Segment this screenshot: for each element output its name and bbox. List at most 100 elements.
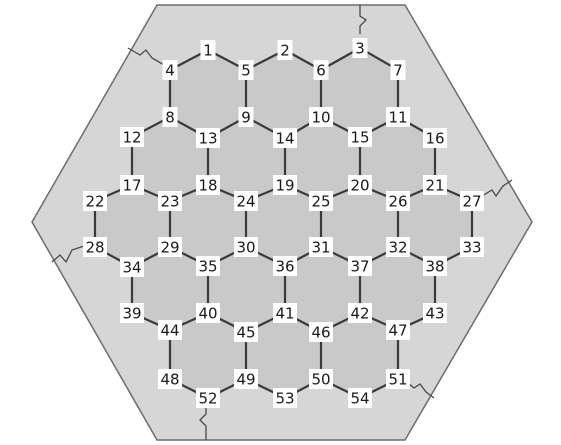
node-background xyxy=(348,303,372,323)
node-label: 35 xyxy=(198,258,217,276)
node-background xyxy=(238,107,254,127)
node-label: 39 xyxy=(122,305,141,323)
node-label: 9 xyxy=(241,109,251,127)
node-background xyxy=(120,257,144,277)
node-label: 29 xyxy=(160,239,179,257)
node-background xyxy=(196,388,220,408)
node-background xyxy=(352,38,368,58)
node-label: 16 xyxy=(425,130,444,148)
node-45: 45 xyxy=(234,322,258,342)
node-label: 33 xyxy=(462,239,481,257)
node-label: 26 xyxy=(388,193,407,211)
node-label: 52 xyxy=(198,390,217,408)
node-12: 12 xyxy=(120,127,144,147)
node-49: 49 xyxy=(234,369,258,389)
node-label: 17 xyxy=(122,177,141,195)
node-label: 1 xyxy=(203,42,213,60)
node-label: 18 xyxy=(198,177,217,195)
node-label: 22 xyxy=(85,193,104,211)
node-27: 27 xyxy=(460,191,484,211)
node-label: 27 xyxy=(462,193,481,211)
node-21: 21 xyxy=(423,175,447,195)
node-label: 6 xyxy=(316,62,326,80)
node-background xyxy=(196,175,220,195)
node-background xyxy=(238,60,254,80)
node-label: 5 xyxy=(241,62,251,80)
node-43: 43 xyxy=(423,303,447,323)
node-background xyxy=(348,127,372,147)
node-10: 10 xyxy=(309,107,333,127)
node-background xyxy=(162,60,178,80)
node-1: 1 xyxy=(200,40,216,60)
node-16: 16 xyxy=(423,128,447,148)
node-15: 15 xyxy=(348,127,372,147)
node-35: 35 xyxy=(196,256,220,276)
seam-bottom xyxy=(199,400,207,440)
node-label: 45 xyxy=(236,324,255,342)
node-background xyxy=(273,303,297,323)
node-background xyxy=(273,388,297,408)
node-54: 54 xyxy=(348,388,372,408)
node-17: 17 xyxy=(120,175,144,195)
node-42: 42 xyxy=(348,303,372,323)
node-8: 8 xyxy=(162,107,178,127)
node-background xyxy=(309,237,333,257)
node-label: 8 xyxy=(165,109,175,127)
node-background xyxy=(460,237,484,257)
node-label: 21 xyxy=(425,177,444,195)
node-background xyxy=(386,320,410,340)
node-label: 32 xyxy=(388,239,407,257)
node-label: 50 xyxy=(311,371,330,389)
node-23: 23 xyxy=(158,191,182,211)
node-44: 44 xyxy=(158,320,182,340)
node-30: 30 xyxy=(234,237,258,257)
node-background xyxy=(158,369,182,389)
node-29: 29 xyxy=(158,237,182,257)
node-background xyxy=(196,256,220,276)
node-label: 44 xyxy=(160,322,179,340)
node-label: 3 xyxy=(355,40,365,58)
node-background xyxy=(273,128,297,148)
node-label: 46 xyxy=(311,324,330,342)
node-background xyxy=(234,322,258,342)
node-background xyxy=(83,191,107,211)
node-40: 40 xyxy=(196,303,220,323)
node-53: 53 xyxy=(273,388,297,408)
node-2: 2 xyxy=(277,40,293,60)
node-26: 26 xyxy=(386,191,410,211)
node-48: 48 xyxy=(158,369,182,389)
node-background xyxy=(386,237,410,257)
node-label: 41 xyxy=(275,305,294,323)
node-label: 20 xyxy=(350,177,369,195)
node-52: 52 xyxy=(196,388,220,408)
hex-cells xyxy=(94,47,473,399)
node-label: 42 xyxy=(350,305,369,323)
node-label: 47 xyxy=(388,322,407,340)
node-label: 49 xyxy=(236,371,255,389)
node-28: 28 xyxy=(83,237,107,257)
node-46: 46 xyxy=(309,322,333,342)
node-background xyxy=(196,128,220,148)
node-label: 37 xyxy=(350,258,369,276)
node-background xyxy=(386,369,410,389)
seam-right xyxy=(481,179,513,198)
node-label: 40 xyxy=(198,305,217,323)
node-label: 34 xyxy=(122,259,141,277)
node-50: 50 xyxy=(309,369,333,389)
node-label: 38 xyxy=(425,258,444,276)
node-label: 51 xyxy=(388,371,407,389)
node-background xyxy=(120,303,144,323)
node-18: 18 xyxy=(196,175,220,195)
node-38: 38 xyxy=(423,256,447,276)
node-20: 20 xyxy=(348,175,372,195)
node-label: 13 xyxy=(198,130,217,148)
node-background xyxy=(309,107,333,127)
node-background xyxy=(348,388,372,408)
node-background xyxy=(348,175,372,195)
node-background xyxy=(234,369,258,389)
node-background xyxy=(423,175,447,195)
node-background xyxy=(309,369,333,389)
node-label: 43 xyxy=(425,305,444,323)
node-background xyxy=(158,237,182,257)
